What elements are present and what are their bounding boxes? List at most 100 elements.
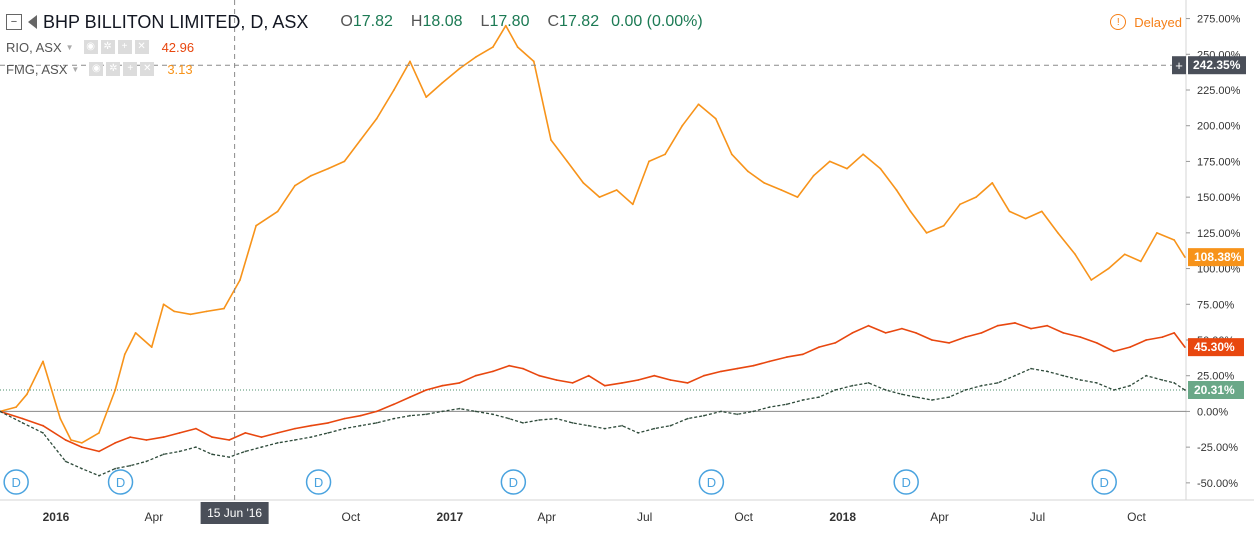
data-point <box>522 367 524 370</box>
data-point <box>244 450 247 453</box>
data-point <box>834 342 837 344</box>
crosshair-layer <box>0 0 1186 500</box>
caret-down-icon[interactable]: ▼ <box>71 64 80 74</box>
data-point <box>1057 232 1059 234</box>
data-point <box>441 384 444 387</box>
flag-icon[interactable] <box>28 15 37 29</box>
data-point <box>980 384 983 387</box>
data-point <box>901 327 903 330</box>
eye-icon[interactable]: ◉ <box>89 62 104 76</box>
data-point <box>768 360 771 363</box>
data-point <box>818 396 820 398</box>
x-tick-label: Oct <box>1127 510 1146 524</box>
ohlc-open-key: O <box>340 13 353 30</box>
data-point <box>458 382 461 384</box>
compare-row-fmg[interactable]: FMG, ASX ▼ ◉ ✲ + ✕ 3.13 <box>6 58 703 80</box>
dividend-marker-label: D <box>11 475 20 490</box>
data-point <box>492 46 494 48</box>
x-axis[interactable]: 2016AprJulOct2017AprJulOct2018AprJulOct <box>43 510 1147 524</box>
delayed-indicator[interactable]: ! Delayed <box>1110 14 1182 30</box>
data-point <box>637 432 640 434</box>
compare-symbol-fmg[interactable]: FMG, ASX <box>6 61 68 77</box>
data-point <box>664 153 666 156</box>
data-point <box>1040 210 1043 213</box>
data-point <box>942 224 945 227</box>
collapse-icon[interactable]: − <box>6 14 22 30</box>
data-point <box>587 374 590 377</box>
y-tick-label: 175.00% <box>1197 156 1241 168</box>
data-point <box>1107 267 1110 270</box>
caret-down-icon[interactable]: ▼ <box>65 42 74 52</box>
data-point <box>425 96 428 98</box>
data-point <box>621 382 623 384</box>
data-point <box>669 424 672 427</box>
data-point <box>1184 256 1186 258</box>
data-point <box>276 442 279 444</box>
data-point <box>686 382 689 384</box>
data-point <box>571 382 574 384</box>
data-point <box>818 346 820 348</box>
delayed-label: Delayed <box>1134 14 1182 30</box>
data-point <box>1139 260 1142 263</box>
data-point <box>80 442 83 444</box>
data-point <box>474 410 477 413</box>
data-point <box>669 379 672 381</box>
data-point <box>925 232 928 234</box>
data-point <box>178 450 181 453</box>
dividend-marker-circle <box>500 469 527 495</box>
data-point <box>492 370 494 373</box>
data-point <box>42 432 44 434</box>
data-point <box>975 196 977 199</box>
data-point <box>959 203 961 206</box>
data-point <box>996 324 999 327</box>
data-point <box>114 389 117 391</box>
data-point <box>64 460 67 463</box>
data-point <box>991 182 994 184</box>
data-point <box>550 139 552 141</box>
data-point <box>474 374 477 377</box>
x-tick-label: Apr <box>930 510 949 524</box>
data-point <box>1129 384 1131 387</box>
data-point <box>223 307 225 310</box>
data-point <box>64 439 67 441</box>
data-point <box>1173 332 1176 334</box>
data-point <box>409 60 411 63</box>
data-point <box>70 439 72 441</box>
data-point <box>441 410 444 413</box>
main-symbol-title[interactable]: BHP BILLITON LIMITED, D, ASX <box>43 11 309 32</box>
data-point <box>571 422 574 424</box>
compare-row-rio[interactable]: RIO, ASX ▼ ◉ ✲ + ✕ 42.96 <box>6 36 703 58</box>
data-point <box>915 332 917 334</box>
data-point <box>123 353 126 356</box>
change-value: 0.00 (0.00%) <box>611 13 703 30</box>
data-point <box>1145 339 1148 341</box>
data-point <box>375 117 378 120</box>
data-point <box>375 422 378 424</box>
gear-icon[interactable]: ✲ <box>106 62 121 76</box>
data-point <box>327 167 330 170</box>
data-point <box>566 160 569 163</box>
eye-icon[interactable]: ◉ <box>83 40 98 54</box>
compare-symbol-rio[interactable]: RIO, ASX <box>6 39 62 55</box>
plus-icon[interactable]: + <box>123 62 138 76</box>
data-point <box>834 389 837 391</box>
x-tick-label: Apr <box>537 510 556 524</box>
data-point <box>582 182 585 184</box>
plus-icon[interactable]: + <box>117 40 132 54</box>
data-point <box>1079 379 1082 381</box>
data-point <box>901 393 903 396</box>
data-point <box>851 332 854 334</box>
data-point <box>895 189 898 191</box>
data-point <box>796 196 799 199</box>
data-point <box>228 456 231 458</box>
data-point <box>1008 210 1011 213</box>
close-icon[interactable]: ✕ <box>140 62 155 76</box>
data-point <box>1145 374 1148 377</box>
ohlc-close-value: 17.82 <box>559 13 600 30</box>
data-point <box>195 427 197 430</box>
gear-icon[interactable]: ✲ <box>100 40 115 54</box>
close-icon[interactable]: ✕ <box>134 40 149 54</box>
last-value-badge <box>1188 248 1244 267</box>
data-point <box>15 406 17 408</box>
